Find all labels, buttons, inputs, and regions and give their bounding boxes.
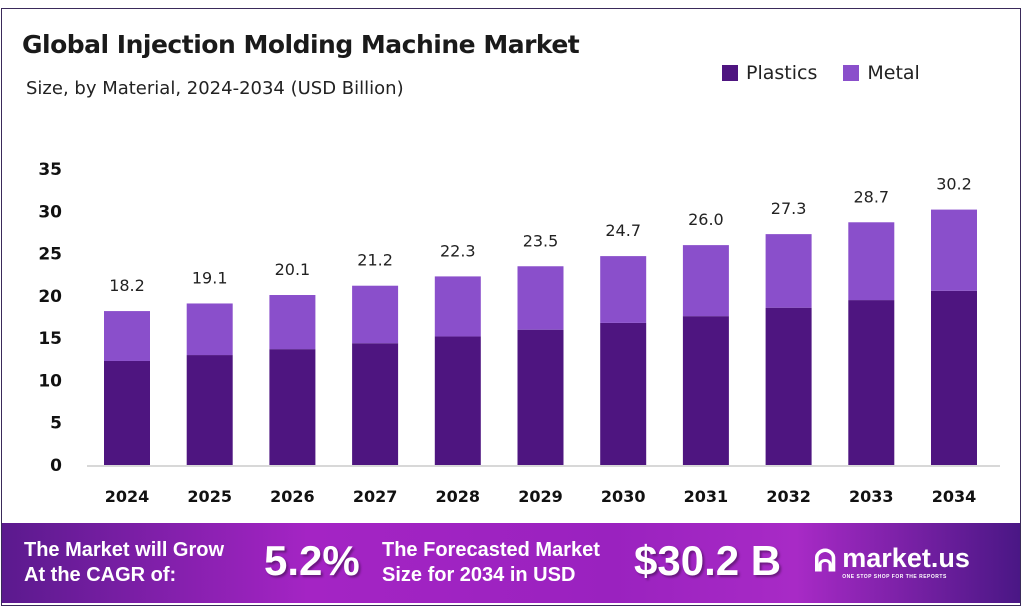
legend: Plastics Metal — [722, 62, 920, 84]
forecast-label-line1: The Forecasted Market — [382, 539, 600, 561]
x-tick-label: 2028 — [436, 487, 481, 506]
cagr-label: The Market will Grow At the CAGR of: — [24, 538, 224, 588]
y-tick-label: 5 — [50, 414, 62, 434]
bar-plastics — [104, 360, 150, 465]
data-label-total: 22.3 — [440, 241, 476, 260]
bar-plastics — [517, 329, 564, 465]
bar-metal — [517, 266, 564, 330]
bar-metal — [682, 245, 729, 317]
legend-swatch-metal — [843, 65, 860, 81]
x-tick-label: 2024 — [105, 487, 150, 506]
bar-metal — [434, 276, 481, 337]
legend-item-metal: Metal — [843, 62, 920, 84]
x-tick-label: 2032 — [766, 487, 811, 506]
bar-metal — [848, 222, 895, 301]
bar-metal — [931, 209, 977, 291]
forecast-value: $30.2 B — [634, 537, 782, 584]
legend-label-metal: Metal — [867, 62, 920, 84]
bar-metal — [765, 234, 812, 308]
bar-plastics — [931, 290, 977, 465]
legend-label-plastics: Plastics — [746, 62, 818, 84]
chart-title: Global Injection Molding Machine Market — [22, 30, 580, 59]
bar-plastics — [682, 316, 729, 465]
bar-plastics — [186, 355, 233, 465]
bar-metal — [352, 285, 399, 344]
bar-chart: 0510152025303518.2202419.1202520.1202621… — [38, 160, 1000, 506]
data-label-total: 28.7 — [853, 187, 889, 206]
forecast-label: The Forecasted Market Size for 2034 in U… — [382, 538, 600, 588]
bar-metal — [104, 311, 150, 361]
bar-plastics — [765, 307, 812, 465]
bar-metal — [269, 295, 316, 350]
cagr-value: 5.2% — [264, 537, 360, 584]
cagr-label-line2: At the CAGR of: — [24, 564, 177, 586]
data-label-total: 18.2 — [109, 276, 145, 295]
x-tick-label: 2031 — [684, 487, 729, 506]
bar-metal — [186, 303, 233, 356]
data-label-total: 19.1 — [192, 268, 228, 287]
bar-plastics — [352, 343, 399, 465]
x-tick-label: 2025 — [187, 487, 232, 506]
data-label-total: 24.7 — [605, 221, 641, 240]
legend-item-plastics: Plastics — [722, 62, 817, 84]
data-label-total: 27.3 — [771, 199, 807, 218]
x-tick-label: 2027 — [353, 487, 398, 506]
y-tick-label: 20 — [38, 287, 62, 307]
y-tick-label: 10 — [38, 371, 62, 391]
x-tick-label: 2030 — [601, 487, 646, 506]
data-label-total: 23.5 — [523, 231, 559, 250]
chart-subtitle: Size, by Material, 2024-2034 (USD Billio… — [26, 78, 404, 99]
y-tick-label: 25 — [38, 245, 62, 265]
y-tick-label: 0 — [50, 456, 62, 476]
summary-banner: The Market will Grow At the CAGR of: 5.2… — [2, 523, 1020, 603]
logo-icon: ᕱ — [814, 544, 837, 578]
chart-frame — [1, 8, 1021, 606]
cagr-label-line1: The Market will Grow — [24, 539, 225, 561]
bar-plastics — [434, 336, 481, 465]
bar-plastics — [848, 300, 895, 465]
data-label-total: 21.2 — [357, 251, 393, 270]
x-tick-label: 2026 — [270, 487, 315, 506]
x-tick-label: 2033 — [849, 487, 894, 506]
data-label-total: 20.1 — [275, 260, 311, 279]
legend-swatch-plastics — [722, 65, 738, 81]
logo-name: market.us — [842, 543, 970, 573]
bar-plastics — [600, 322, 647, 465]
y-tick-label: 35 — [38, 160, 62, 180]
y-tick-label: 30 — [38, 202, 62, 222]
bar-metal — [600, 256, 647, 323]
y-tick-label: 15 — [38, 329, 62, 349]
bar-plastics — [269, 349, 316, 465]
logo-tagline: ONE STOP SHOP FOR THE REPORTS — [842, 574, 947, 580]
x-tick-label: 2029 — [518, 487, 563, 506]
market-us-logo: ᕱ market.us ONE STOP SHOP FOR THE REPORT… — [814, 543, 970, 580]
data-label-total: 30.2 — [936, 175, 972, 194]
x-tick-label: 2034 — [932, 487, 977, 506]
data-label-total: 26.0 — [688, 210, 724, 229]
forecast-label-line2: Size for 2034 in USD — [382, 564, 576, 586]
